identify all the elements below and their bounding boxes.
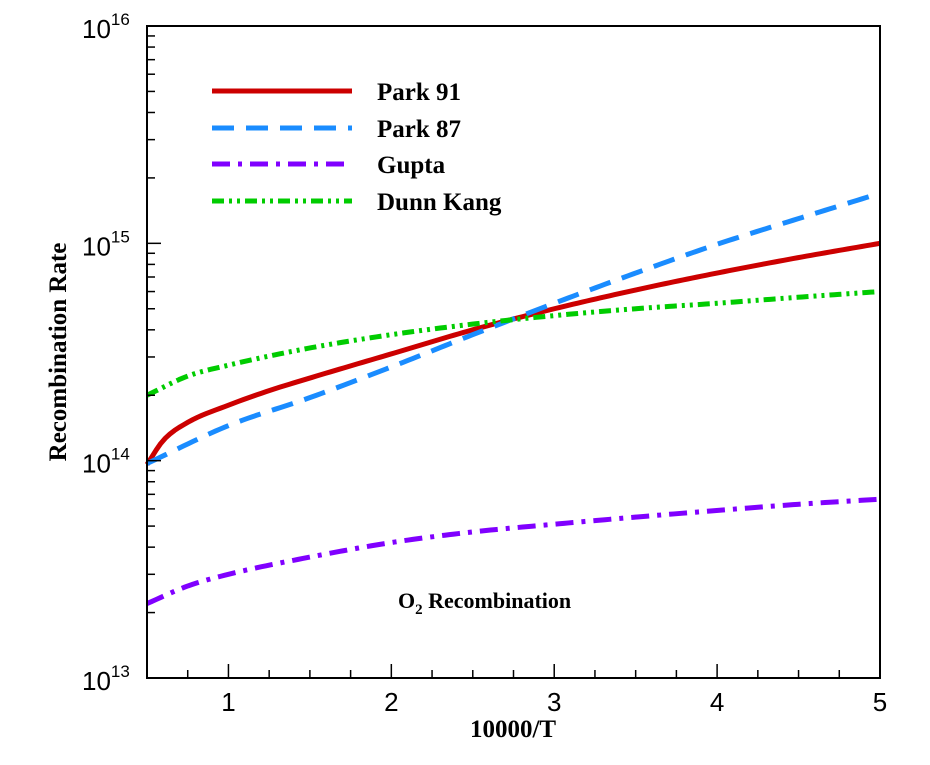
annotation-rest: Recombination [423, 588, 572, 613]
legend-label-3: Gupta [377, 152, 446, 179]
annotation-main: O [398, 588, 415, 613]
y-tick-base: 10 [82, 666, 111, 696]
y-tick-base: 10 [82, 14, 111, 44]
y-tick-label: 1014 [82, 445, 130, 479]
y-tick-label: 1015 [82, 227, 130, 261]
y-axis-title: Recombination Rate [45, 243, 72, 462]
series-line-1 [144, 240, 881, 466]
y-tick-base: 10 [82, 449, 111, 479]
legend-label-2: Park 87 [377, 116, 461, 143]
series-line-3 [145, 496, 881, 606]
plot-lines [144, 190, 881, 606]
y-tick-exp: 13 [111, 662, 130, 681]
x-axis-title: 10000/T [470, 716, 556, 743]
y-tick-label: 1016 [82, 10, 130, 44]
legend-label-4: Dunn Kang [377, 189, 502, 216]
legend-label-1: Park 91 [377, 79, 461, 106]
plot-frame [146, 25, 881, 679]
x-tick-label: 2 [384, 687, 398, 717]
y-tick-base: 10 [82, 231, 111, 261]
y-tick-label: 1013 [82, 662, 130, 696]
x-tick-labels: 1 2 3 4 5 [221, 687, 887, 717]
y-tick-exp: 15 [111, 227, 130, 246]
axis-ticks [146, 25, 881, 679]
x-tick-label: 1 [221, 687, 235, 717]
series-line-4 [145, 289, 881, 398]
y-tick-exp: 16 [111, 10, 130, 29]
series-line-2 [145, 190, 881, 466]
legend: Park 91 Park 87 Gupta Dunn Kang [212, 79, 502, 216]
x-tick-label: 5 [873, 687, 887, 717]
x-tick-label: 4 [710, 687, 724, 717]
annotation-sub: 2 [415, 602, 423, 618]
y-tick-exp: 14 [111, 445, 130, 464]
x-tick-label: 3 [547, 687, 561, 717]
chart-annotation: O2 Recombination [398, 588, 571, 618]
